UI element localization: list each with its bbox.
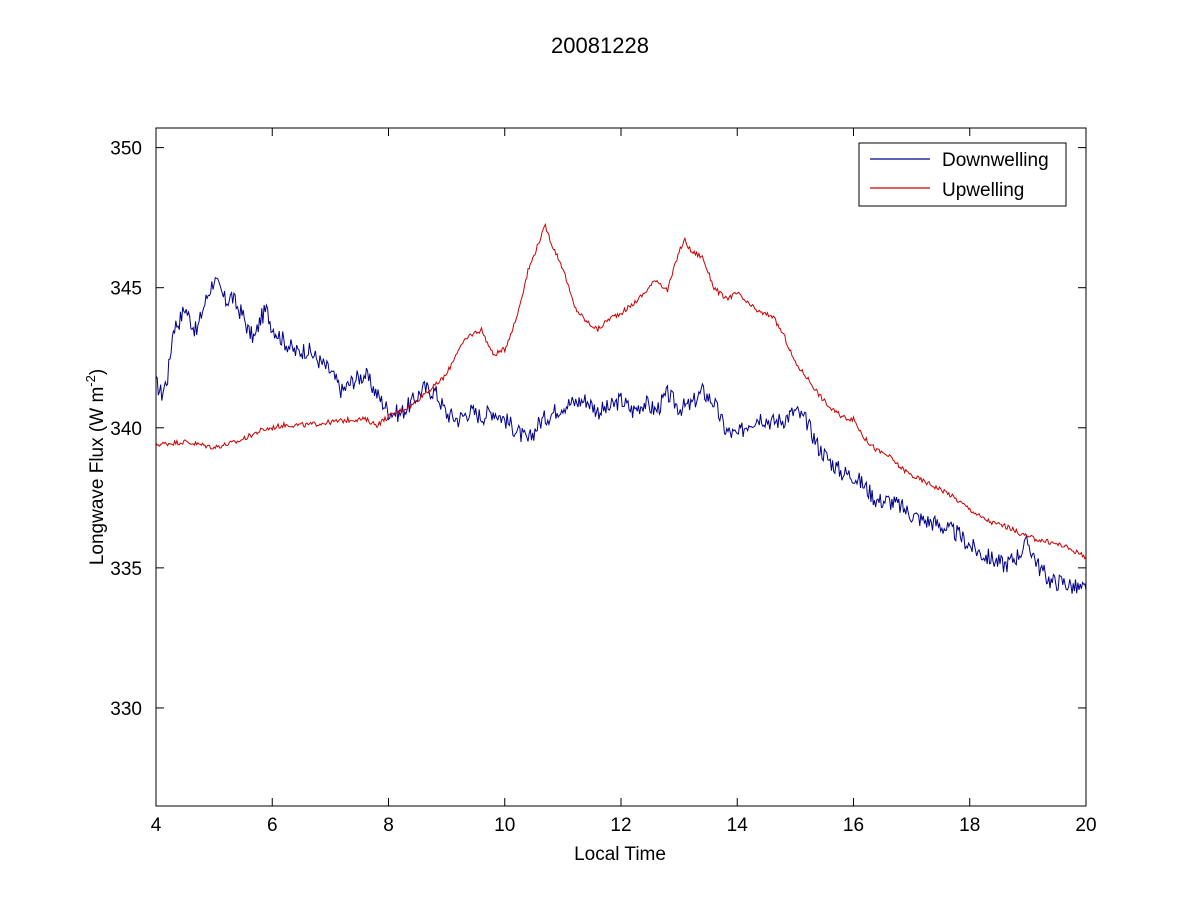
- x-axis-ticks: 4 6 8 10 12 14 16 18 20: [151, 128, 1097, 836]
- legend-label-upwelling: Upwelling: [942, 180, 1024, 201]
- y-axis-ticks: 330 335 340 345 350: [110, 139, 1086, 720]
- y-tick-label: 345: [110, 279, 142, 300]
- legend-label-downwelling: Downwelling: [942, 150, 1049, 171]
- x-tick-label: 14: [727, 815, 749, 836]
- x-tick-label: 10: [494, 815, 515, 836]
- series-line-downwelling: [155, 276, 1087, 594]
- y-axis-label-main: Longwave Flux (W m: [87, 387, 108, 565]
- series-line-upwelling: [155, 222, 1087, 560]
- x-tick-label: 16: [843, 815, 864, 836]
- legend-box: [858, 142, 1067, 207]
- legend: Downwelling Upwelling: [858, 142, 1067, 207]
- x-tick-label: 8: [383, 815, 394, 836]
- x-tick-label: 12: [610, 815, 631, 836]
- x-tick-label: 20: [1075, 815, 1096, 836]
- plot-frame: [155, 127, 1087, 807]
- series-group: [155, 222, 1087, 594]
- y-axis-label: Longwave Flux (W m-2): [83, 369, 108, 565]
- x-tick-label: 18: [959, 815, 980, 836]
- y-tick-label: 350: [110, 139, 142, 160]
- chart-title: 20081228: [551, 33, 649, 58]
- y-tick-label: 335: [110, 559, 142, 580]
- y-tick-label: 330: [110, 699, 142, 720]
- y-axis-label-superscript: -2: [83, 375, 98, 387]
- x-tick-label: 6: [267, 815, 278, 836]
- y-axis-label-close: ): [87, 369, 108, 375]
- x-tick-label: 4: [151, 815, 162, 836]
- y-tick-label: 340: [110, 419, 142, 440]
- x-axis-label: Local Time: [574, 844, 666, 865]
